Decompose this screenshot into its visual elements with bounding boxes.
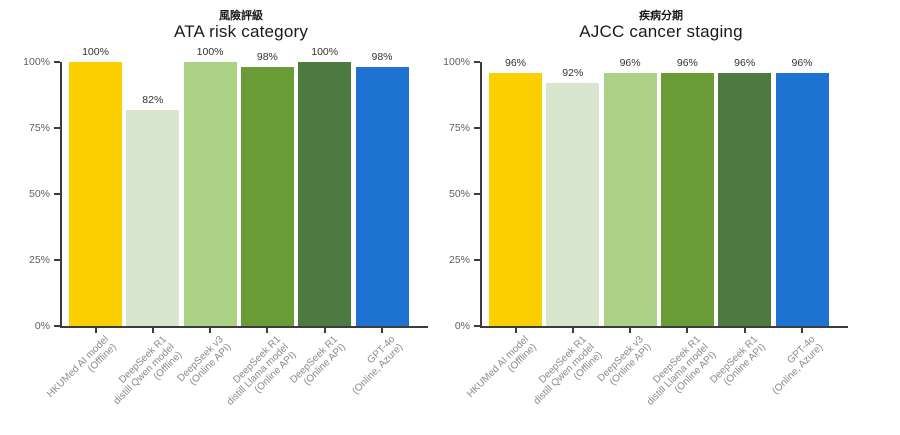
x-tick-mark xyxy=(686,328,689,333)
chart-subtitle-chinese: 風險評級 xyxy=(219,10,263,22)
bar-value-label: 100% xyxy=(196,46,224,58)
x-tick-mark xyxy=(743,328,746,333)
bar-value-label: 96% xyxy=(676,56,698,69)
y-tick-label: 50% xyxy=(448,188,470,200)
x-tick-mark xyxy=(209,328,212,333)
y-tick-label: 25% xyxy=(448,254,470,266)
y-tick-label: 100% xyxy=(23,56,50,68)
bar-deepseek-r1 xyxy=(298,62,352,326)
x-axis-line xyxy=(480,326,848,328)
bar-value-label: 92% xyxy=(562,67,584,80)
x-axis-label-hkumed-ai-model: HKUMed AI model (Offline) xyxy=(465,334,540,400)
bar-value-label: 100% xyxy=(82,46,109,58)
x-axis-label-deepseek-r1: DeepSeek R1 (Online API) xyxy=(288,334,349,388)
bar-gpt-4o xyxy=(355,67,409,326)
y-axis-line xyxy=(480,62,482,326)
x-tick-mark xyxy=(151,328,154,333)
chart-title: ATA risk category xyxy=(173,22,309,41)
plot-area: 0% 25% 50% 75% 100% 100% HKUMed AI model (Offl… xyxy=(23,46,428,408)
bar-deepseek-v3 xyxy=(603,72,657,326)
chart-ata-risk-category: 風險評級 ATA risk category 0% 25% 50% 75% 100% 10… xyxy=(23,10,428,408)
bar-deepseek-r1 xyxy=(240,67,294,326)
y-tick-label: 50% xyxy=(28,188,50,200)
bar-deepseek-r1 xyxy=(718,72,772,326)
x-tick-mark xyxy=(514,328,517,333)
x-tick-mark xyxy=(381,328,383,333)
y-tick-label: 0% xyxy=(34,320,50,332)
y-tick-mark xyxy=(54,259,60,261)
y-tick-mark xyxy=(474,325,480,327)
y-tick-mark xyxy=(54,325,60,327)
y-axis-line xyxy=(60,62,62,326)
bar-value-label: 98% xyxy=(371,51,393,64)
bar-value-label: 96% xyxy=(619,56,641,69)
y-tick-label: 75% xyxy=(28,122,50,134)
bar-deepseek-r1 xyxy=(660,72,714,326)
bar-deepseek-r1 xyxy=(126,109,180,326)
x-axis-label-deepseek-r1: DeepSeek R1 (Online API) xyxy=(708,334,769,388)
x-tick-mark xyxy=(629,328,632,333)
bar-hkumed-ai-model xyxy=(69,62,122,326)
y-tick-label: 0% xyxy=(454,320,470,332)
y-tick-mark xyxy=(474,61,480,63)
y-tick-mark xyxy=(474,193,480,195)
bar-deepseek-r1 xyxy=(546,83,600,326)
y-tick-mark xyxy=(474,259,480,261)
x-tick-mark xyxy=(266,328,269,333)
y-tick-label: 100% xyxy=(443,56,470,68)
bar-value-label: 96% xyxy=(734,56,756,69)
bar-value-label: 96% xyxy=(504,56,526,69)
x-axis-label-gpt-4o: GPT-4o (Online, Azure) xyxy=(350,334,406,397)
y-tick-label: 75% xyxy=(448,122,470,134)
x-axis-line xyxy=(60,326,428,328)
bar-value-label: 100% xyxy=(311,46,339,58)
y-tick-mark xyxy=(54,127,60,129)
bar-gpt-4o xyxy=(775,72,829,326)
x-tick-mark xyxy=(571,328,574,333)
bar-value-label: 96% xyxy=(791,56,813,69)
bar-value-label: 82% xyxy=(142,93,164,106)
plot-area: 0% 25% 50% 75% 100% 96% HKUMed AI model (Offli… xyxy=(420,0,900,435)
y-tick-label: 25% xyxy=(28,254,50,266)
y-tick-mark xyxy=(474,127,480,129)
chart-title: AJCC cancer staging xyxy=(579,22,743,41)
x-tick-mark xyxy=(323,328,326,333)
x-tick-mark xyxy=(94,328,97,333)
bar-deepseek-v3 xyxy=(183,62,237,326)
y-tick-mark xyxy=(54,193,60,195)
x-tick-mark xyxy=(801,328,803,333)
x-axis-label-gpt-4o: GPT-4o (Online, Azure) xyxy=(770,334,826,397)
chart-ajcc-cancer-staging: 疾病分期 AJCC cancer staging 0% 25% 50% 75% 100%… xyxy=(420,0,900,435)
bar-value-label: 98% xyxy=(256,51,278,64)
chart-subtitle-chinese: 疾病分期 xyxy=(639,10,683,22)
bar-hkumed-ai-model xyxy=(489,72,542,326)
y-tick-mark xyxy=(54,61,60,63)
x-axis-label-hkumed-ai-model: HKUMed AI model (Offline) xyxy=(45,334,120,400)
